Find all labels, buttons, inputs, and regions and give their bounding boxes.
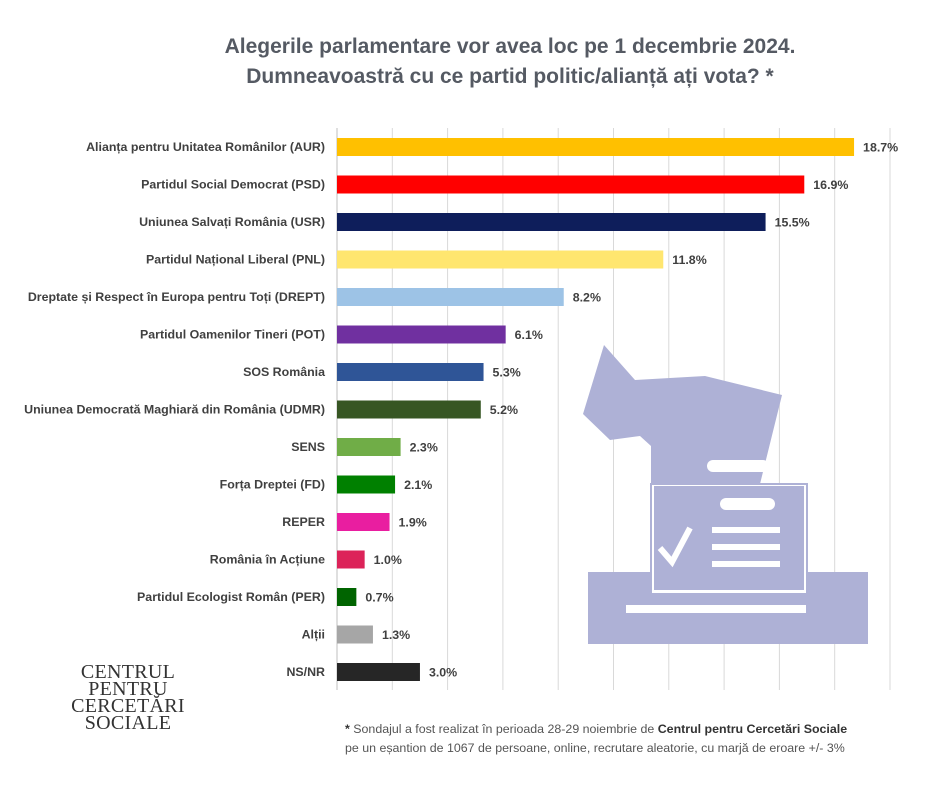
data-label: 6.1% (515, 328, 543, 342)
category-label: REPER (282, 515, 325, 529)
bar (337, 400, 481, 419)
footnote-line-1: * Sondajul a fost realizat în perioada 2… (345, 720, 925, 739)
footnote-org: Centrul pentru Cercetări Sociale (657, 722, 848, 736)
brand-line-1: CENTRUL (80, 661, 176, 683)
footnote-text-1: Sondajul a fost realizat în perioada 28-… (349, 722, 658, 736)
category-label: Alianța pentru Unitatea Românilor (AUR) (86, 140, 325, 154)
bar (337, 513, 390, 531)
data-label: 1.9% (399, 516, 427, 530)
bars-layer: Alianța pentru Unitatea Românilor (AUR) 1… (24, 138, 898, 681)
brand-line-3: CERCETĂRI (71, 695, 185, 717)
brand-line-4: SOCIALE (84, 712, 172, 734)
data-label: 3.0% (429, 666, 457, 680)
category-label: Uniunea Salvați România (USR) (139, 215, 325, 229)
data-label: 5.3% (493, 366, 521, 380)
bar (337, 213, 766, 231)
data-label: 18.7% (863, 141, 898, 155)
bar-chart: Alianța pentru Unitatea Românilor (AUR) 1… (24, 128, 898, 690)
data-label: 2.1% (404, 478, 432, 492)
data-label: 8.2% (573, 291, 601, 305)
data-label: 1.3% (382, 628, 410, 642)
category-label: SOS România (243, 365, 325, 379)
category-label: Partidul Oamenilor Tineri (POT) (140, 328, 325, 342)
bar (337, 325, 506, 344)
category-label: Partidul Național Liberal (PNL) (146, 253, 325, 267)
brand-line-2: PENTRU (88, 678, 168, 700)
ballot-box-icon (583, 345, 868, 644)
data-label: 15.5% (775, 216, 810, 230)
data-label: 11.8% (672, 253, 706, 267)
footnote: * Sondajul a fost realizat în perioada 2… (345, 720, 925, 758)
bar (337, 625, 373, 644)
category-label: Dreptate și Respect în Europa pentru Toț… (28, 290, 325, 304)
category-label: Forța Dreptei (FD) (220, 478, 325, 492)
data-label: 2.3% (410, 441, 438, 455)
category-label: Partidul Social Democrat (PSD) (141, 178, 325, 192)
data-label: 16.9% (813, 178, 848, 192)
footnote-star: * (345, 722, 350, 736)
bar (337, 588, 357, 606)
bar (337, 175, 805, 194)
data-label: 1.0% (374, 553, 402, 567)
category-label: NS/NR (286, 665, 325, 679)
brand-logo: CENTRUL PENTRU CERCETĂRI SOCIALE (58, 661, 198, 734)
bar (337, 363, 484, 381)
bar (337, 475, 396, 494)
category-label: România în Acțiune (210, 553, 325, 567)
data-label: 5.2% (490, 403, 518, 417)
chart-title: Alegerile parlamentare vor avea loc pe 1… (150, 32, 870, 92)
bar (337, 438, 401, 456)
data-label: 0.7% (365, 591, 393, 605)
title-line-1: Alegerile parlamentare vor avea loc pe 1… (224, 35, 796, 58)
category-label: Partidul Ecologist Român (PER) (137, 590, 325, 604)
bar (337, 288, 564, 306)
title-line-2: Dumneavoastră cu ce partid politic/alian… (246, 65, 774, 88)
category-label: SENS (291, 440, 325, 454)
bar (337, 138, 855, 156)
bar (337, 250, 664, 269)
bar (337, 663, 420, 681)
category-label: Alții (302, 628, 325, 642)
bar (337, 550, 365, 569)
category-label: Uniunea Democrată Maghiară din România (… (24, 403, 325, 417)
footnote-line-2: pe un eșantion de 1067 de persoane, onli… (345, 741, 845, 755)
